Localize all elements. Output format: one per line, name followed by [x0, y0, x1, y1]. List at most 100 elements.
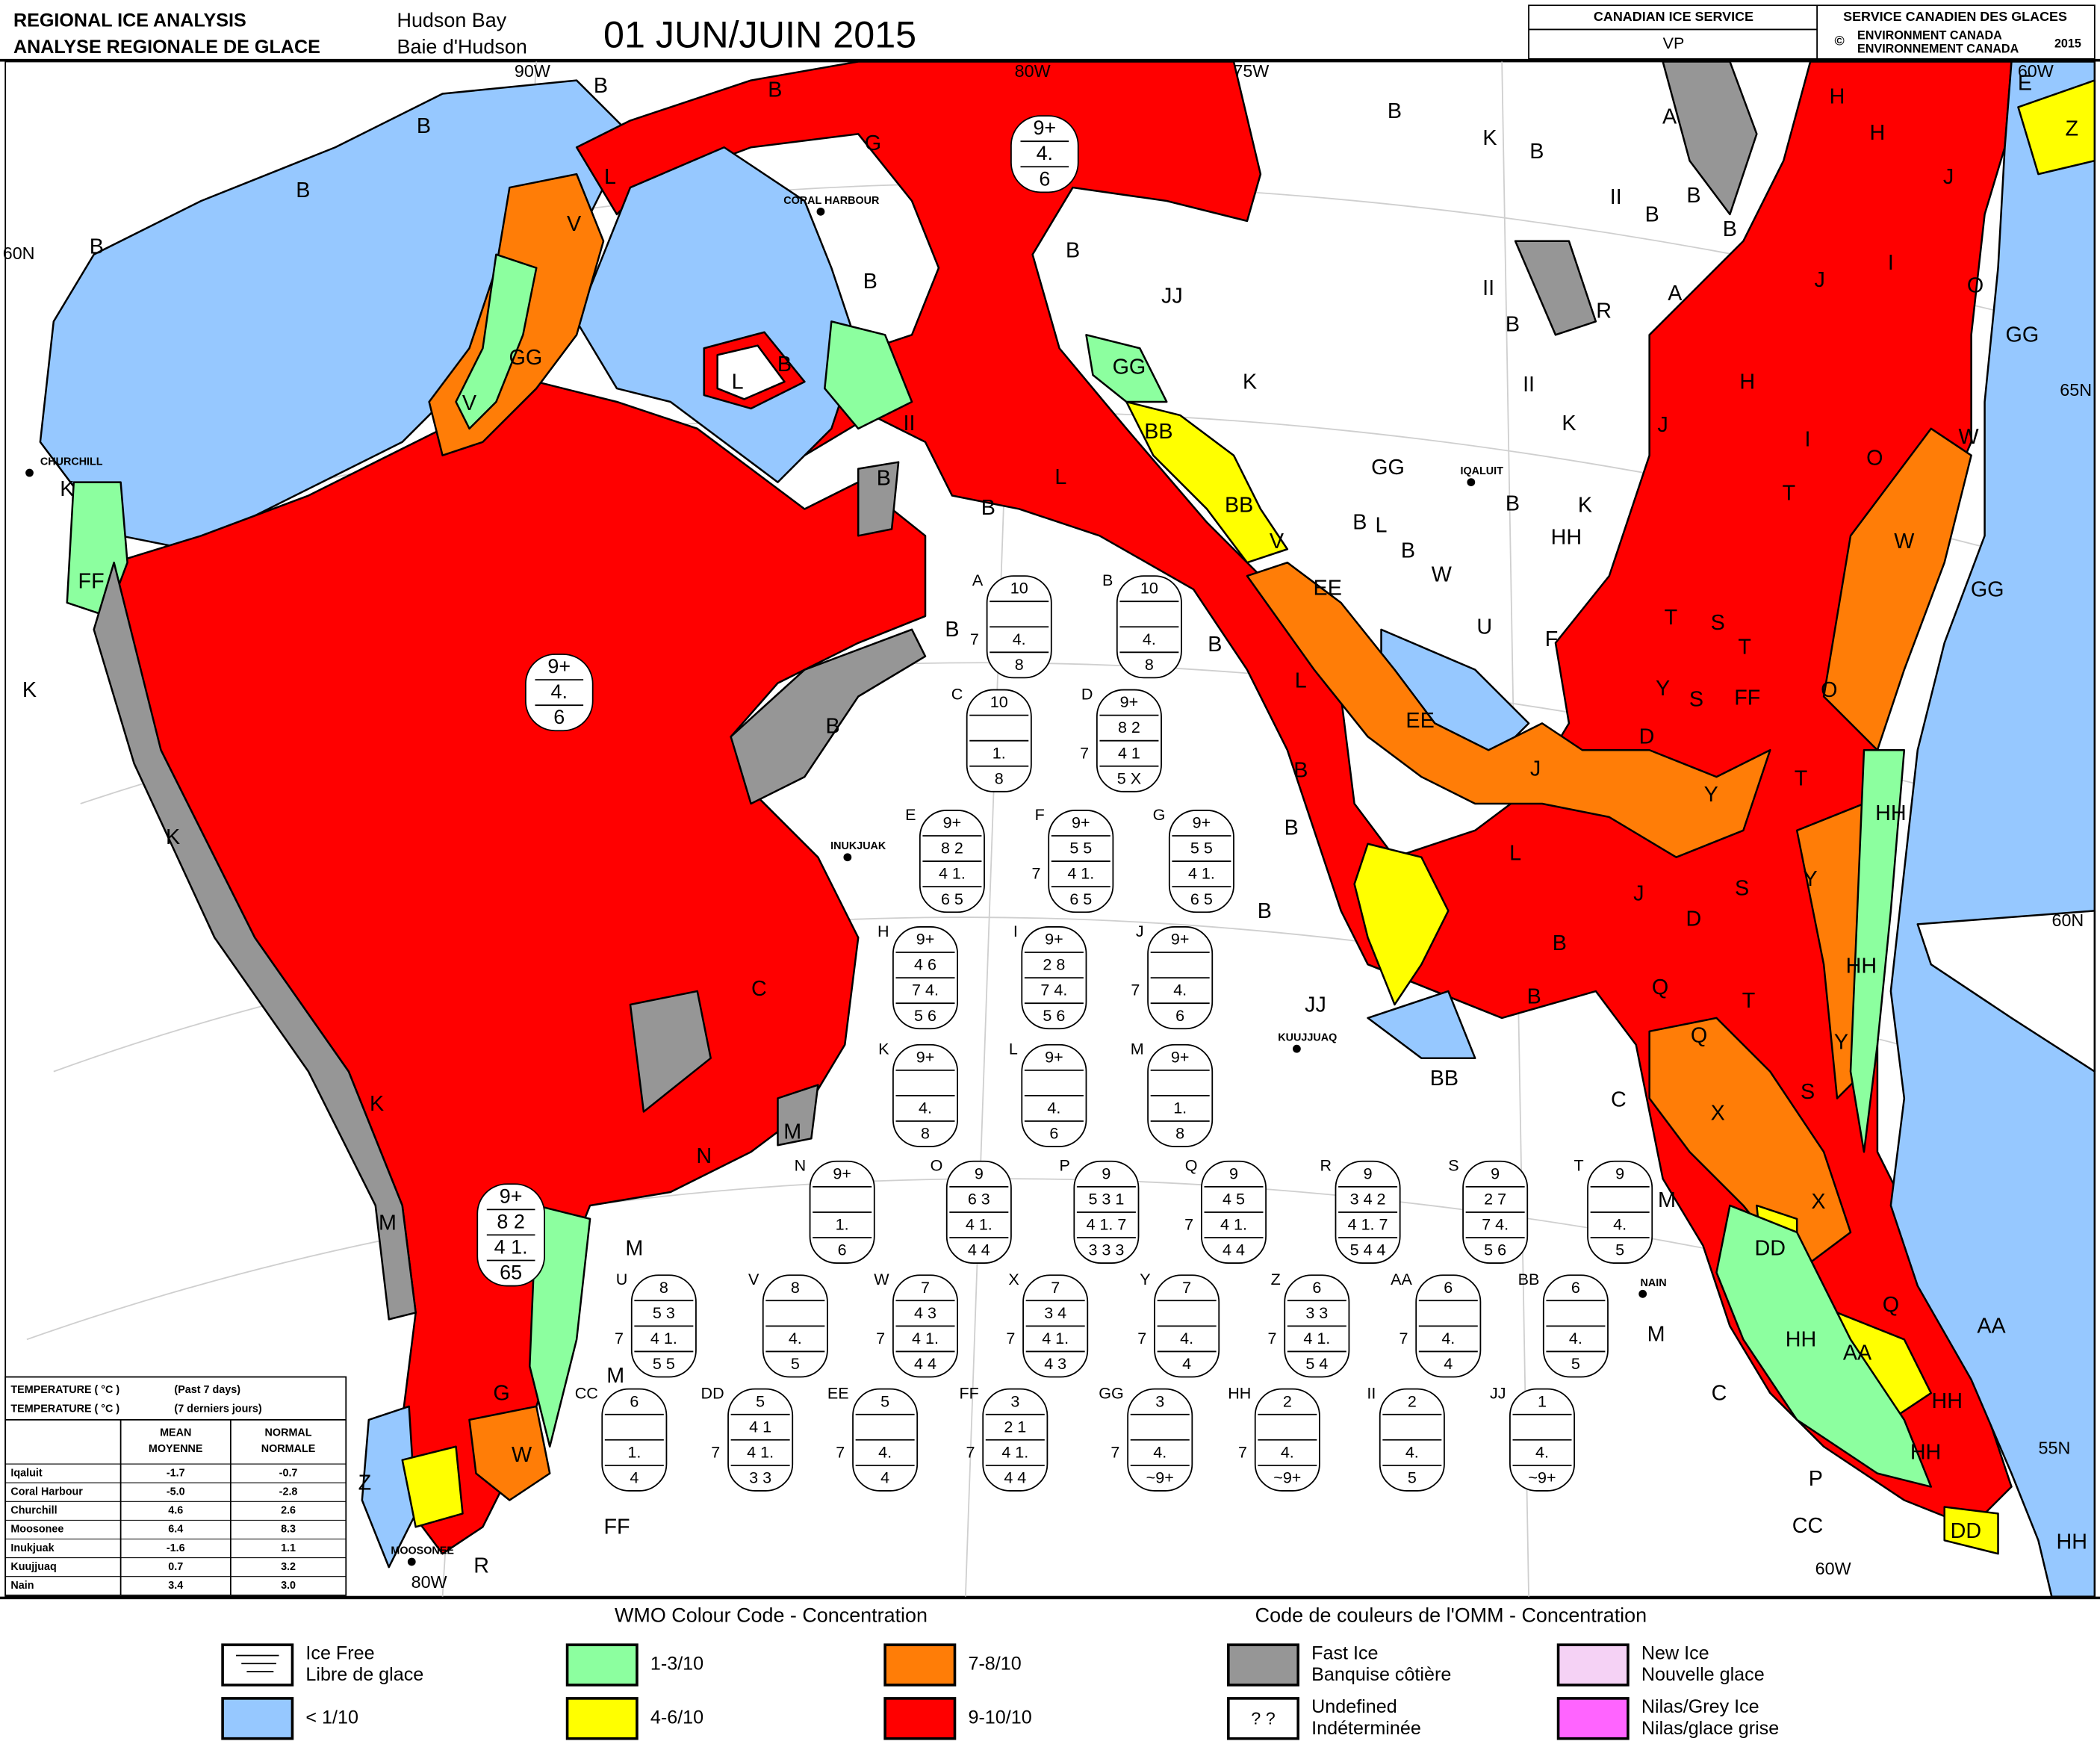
egg-text: 8 2 [941, 840, 963, 857]
egg-id: G [1153, 806, 1166, 824]
egg-text: 5 6 [1043, 1007, 1065, 1025]
region-label: W [1432, 563, 1452, 587]
egg-text: 4 1. [494, 1235, 528, 1258]
table-cell: 3.4 [168, 1580, 183, 1592]
year: 2015 [2054, 37, 2081, 50]
region-label: B [981, 496, 995, 520]
region-label: K [1243, 370, 1257, 394]
egg-text: 4 4 [1223, 1241, 1245, 1259]
egg-text: 5 3 [653, 1304, 675, 1322]
egg-text: 4 1. [912, 1330, 939, 1347]
legend-label: < 1/10 [305, 1707, 358, 1728]
region-label: D [1639, 725, 1655, 749]
egg-text: 9+ [833, 1164, 851, 1182]
egg-text: 9 [1364, 1164, 1373, 1182]
table-frame [4, 1376, 347, 1596]
egg-text: 9+ [1171, 931, 1190, 949]
graticule-label: 80W [411, 1572, 447, 1592]
egg-text: 9 [1229, 1164, 1238, 1182]
region-label: M [606, 1364, 624, 1388]
egg-id: E [905, 806, 916, 824]
egg-text: 9 [1491, 1164, 1500, 1182]
egg-side: 7 [1137, 1330, 1146, 1347]
table-cell: Kuujjuaq [10, 1561, 56, 1573]
egg-text: 8 [921, 1125, 930, 1143]
legend-swatch [221, 1697, 294, 1740]
egg-id: H [877, 922, 889, 940]
egg-id: FF [960, 1385, 979, 1403]
region-label: J [1633, 882, 1644, 906]
ice-7-8 [468, 1405, 551, 1501]
egg-side: 7 [1131, 981, 1140, 999]
region-label: Y [1804, 867, 1818, 891]
egg-text: 5 6 [914, 1007, 936, 1025]
region-label: K [166, 825, 180, 849]
region-label: EE [1314, 577, 1342, 601]
egg-text: ~9+ [1146, 1468, 1174, 1486]
region-label: HH [1551, 525, 1582, 549]
region-label: J [1815, 268, 1825, 292]
dept-fr: ENVIRONNEMENT CANADA [1857, 43, 2019, 56]
egg-text: 4 1. 7 [1348, 1216, 1388, 1234]
region-label: B [1284, 816, 1299, 840]
region-label: L [1376, 513, 1388, 537]
region-label: M [1647, 1322, 1665, 1346]
legend-label: Nilas/Grey Ice [1641, 1696, 1759, 1717]
egg-text: 6 3 [968, 1190, 990, 1208]
egg-text: 4 1. [650, 1330, 677, 1347]
header: REGIONAL ICE ANALYSIS ANALYSE REGIONALE … [0, 4, 2100, 62]
region-label: B [1293, 759, 1308, 783]
egg-text: 6 [553, 706, 565, 728]
egg-id: HH [1228, 1385, 1251, 1403]
region-label: GG [1971, 577, 2004, 601]
egg-text: 6 [1175, 1007, 1184, 1025]
legend-label: 7-8/10 [968, 1654, 1021, 1675]
fast-ice [857, 461, 900, 537]
place-name: CHURCHILL [40, 456, 103, 468]
region-label: GG [509, 346, 543, 370]
egg-text: 6 [1571, 1279, 1580, 1297]
table-cell: -0.7 [279, 1467, 298, 1479]
region-label: HH [1875, 801, 1906, 825]
egg-text: 2 8 [1043, 956, 1065, 974]
egg-text: 4 5 [1223, 1190, 1245, 1208]
table-cell: 3.2 [281, 1561, 296, 1573]
egg-side: 7 [1080, 744, 1089, 762]
map: CORAL HARBOURIQALUITCHURCHILLINUKJUAKKUU… [3, 61, 2096, 1598]
place-name: NAIN [1641, 1277, 1667, 1289]
region-label: O [1967, 273, 1983, 297]
region-label: JJ [1161, 285, 1183, 308]
region-label: II [903, 412, 915, 435]
table-cell: -5.0 [167, 1486, 185, 1498]
table-cell: 4.6 [168, 1505, 183, 1517]
egg-id: T [1574, 1157, 1584, 1175]
egg-text: 4 1. [1220, 1216, 1247, 1234]
egg-id: L [1009, 1040, 1018, 1058]
egg-text: 6 [630, 1392, 639, 1410]
egg-side: 7 [1399, 1330, 1408, 1347]
place-dot [1467, 478, 1476, 486]
legend-label: 9-10/10 [968, 1707, 1031, 1728]
region-label: B [1723, 217, 1737, 241]
egg-text: 9+ [1072, 814, 1090, 832]
ice-4-6 [401, 1445, 464, 1528]
region-label: G [865, 131, 881, 155]
region-label: N [696, 1144, 712, 1168]
region-label: L [604, 165, 616, 189]
egg-text: 4 1. 7 [1086, 1216, 1126, 1234]
egg-id: GG [1099, 1385, 1124, 1403]
egg-text: 4. [919, 1099, 932, 1117]
region-label: B [1208, 633, 1222, 657]
region-label: H [1870, 121, 1886, 145]
region-label: X [1811, 1190, 1825, 1214]
region-label: T [1783, 481, 1796, 505]
egg-text: 3 4 2 [1350, 1190, 1386, 1208]
egg-text: 7 [1051, 1279, 1060, 1297]
region-label: W [512, 1443, 532, 1467]
egg-text: 9+ [916, 931, 935, 949]
ice-1-3 [1715, 1204, 1933, 1488]
region-label: Q [1691, 1024, 1707, 1048]
egg-text: 4. [1013, 630, 1026, 648]
region-label: EE [1405, 709, 1434, 733]
egg-text: 6 [1312, 1279, 1321, 1297]
